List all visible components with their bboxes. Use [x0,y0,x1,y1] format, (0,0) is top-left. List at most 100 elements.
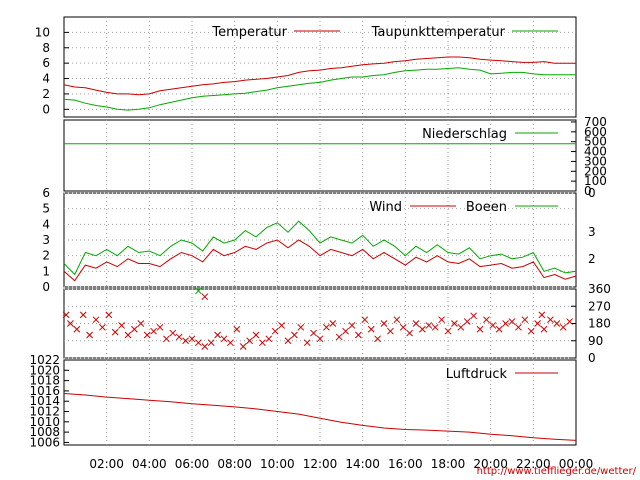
dir-point-0-5 [92,316,100,324]
dir-point-0-77 [553,320,561,327]
dir-point-0-59 [438,316,445,324]
ytick-label-precip-600: 600 [584,125,607,139]
ytick-label-press-1014: 1014 [29,394,60,408]
legend-wind-0-label: Wind [369,200,402,215]
dir-point-0-11 [131,325,138,333]
dir-point-0-26 [227,339,234,347]
dir-point-0-32 [265,335,273,343]
legend-wind-1-label: Boeen [466,200,507,215]
dir-point-0-18 [175,333,183,341]
dir-point-0-20 [188,335,196,343]
ytick-label-wind-1: 1 [42,264,50,278]
ytick-label-temp-8: 8 [42,41,50,55]
dir-point-0-53 [399,323,407,331]
series-line-press-0 [63,393,577,441]
xtick-label-9: 20:00 [473,457,508,471]
ytick-label-wind-2: 2 [42,249,50,263]
ytick-label-dir-360: 360 [588,282,611,296]
dir-point-0-39 [310,329,317,337]
dir-point-0-17 [169,329,177,337]
dir-point-0-42 [329,320,337,327]
xtick-label-11: 00:00 [559,457,594,471]
ytick-label-press-1008: 1008 [29,425,60,439]
dir-point-0-22 [201,343,209,350]
legend-temp-0-label: Temperatur [211,25,287,40]
dir-point-0-36 [291,331,298,339]
ytick-label-dir-90: 90 [588,334,603,348]
ytick-label-press-1020: 1020 [29,363,60,377]
dir-point-0-47 [361,316,369,324]
dir-point-0-9 [118,322,125,329]
dir-point-1-0 [201,293,209,301]
dir-point-0-38 [303,339,311,347]
dir-point-0-37 [297,323,305,331]
series-line-temp-0 [63,56,576,96]
dir-point-0-68 [495,325,503,333]
dir-point-0-7 [105,311,113,319]
dir-point-0-63 [463,318,471,325]
xtick-label-5: 12:00 [303,457,338,471]
dir-point-0-74 [534,320,541,327]
dir-point-0-21 [195,339,202,347]
dir-point-0-8 [111,328,119,336]
dir-point-0-19 [182,337,189,345]
dir-point-0-1 [67,320,74,327]
dir-point-0-58 [431,323,439,331]
right-tick-wind-top: 0 [588,186,596,200]
ytick-label-precip-200: 200 [584,164,607,178]
dir-point-0-24 [214,331,221,339]
dir-point-0-54 [406,329,413,337]
dir-point-0-35 [284,337,292,345]
dir-point-0-27 [233,325,241,333]
legend-press-0-label: Luftdruck [446,367,508,382]
series-line-temp-1 [63,67,576,111]
dir-point-0-51 [387,327,394,335]
ytick-label-precip-100: 100 [584,174,607,188]
ytick-label-wind-6: 6 [42,186,50,200]
dir-point-0-40 [316,335,324,343]
dir-point-0-33 [271,327,279,335]
ytick-label-wind-0: 0 [42,280,50,294]
xtick-label-4: 10:00 [260,457,295,471]
dir-point-2-0 [195,287,202,295]
dir-point-0-75 [540,325,548,333]
dir-point-0-34 [278,322,285,329]
dir-point-0-10 [124,331,132,339]
dir-point-0-55 [412,320,420,327]
dir-point-0-66 [483,316,490,324]
legend-temp-1-label: Taupunkttemperatur [371,25,506,40]
dir-point-0-78 [559,323,567,331]
dir-point-0-41 [323,323,330,331]
ytick-label-dir-0: 0 [588,351,596,365]
dir-point-0-28 [239,343,247,350]
ytick-label-temp-6: 6 [42,56,50,70]
dir-point-0-57 [425,322,433,329]
xtick-label-3: 08:00 [217,457,252,471]
dir-point-0-13 [143,331,151,339]
ytick-label-press-1010: 1010 [29,415,60,429]
dir-point-0-69 [502,320,509,327]
xtick-label-8: 18:00 [431,457,466,471]
dir-point-0-25 [220,335,228,343]
dir-point-0-72 [521,316,529,324]
dir-point-0-0 [62,311,70,319]
dir-point-0-45 [348,322,356,329]
ytick-label-temp-2: 2 [42,87,50,101]
ytick-label-precip-500: 500 [584,135,607,149]
ytick-label-wind-4: 4 [42,217,50,231]
ytick-label-precip-0: 0 [584,184,592,198]
ytick-label-press-1018: 1018 [29,374,60,388]
xtick-label-7: 16:00 [388,457,423,471]
dir-point-0-49 [374,335,381,343]
ytick-label-temp-10: 10 [35,25,50,39]
dir-point-0-73 [527,327,535,335]
dir-point-0-50 [380,320,388,327]
ytick-label-temp-0: 0 [42,102,50,116]
ytick-label-dir-270: 270 [588,299,611,313]
dir-point-0-60 [444,327,452,335]
series-line-wind-1 [63,220,577,276]
series-line-wind-0 [63,239,577,282]
dir-point-0-4 [86,331,93,339]
dir-point-0-14 [150,327,157,335]
dir-point-1-1 [538,311,546,319]
